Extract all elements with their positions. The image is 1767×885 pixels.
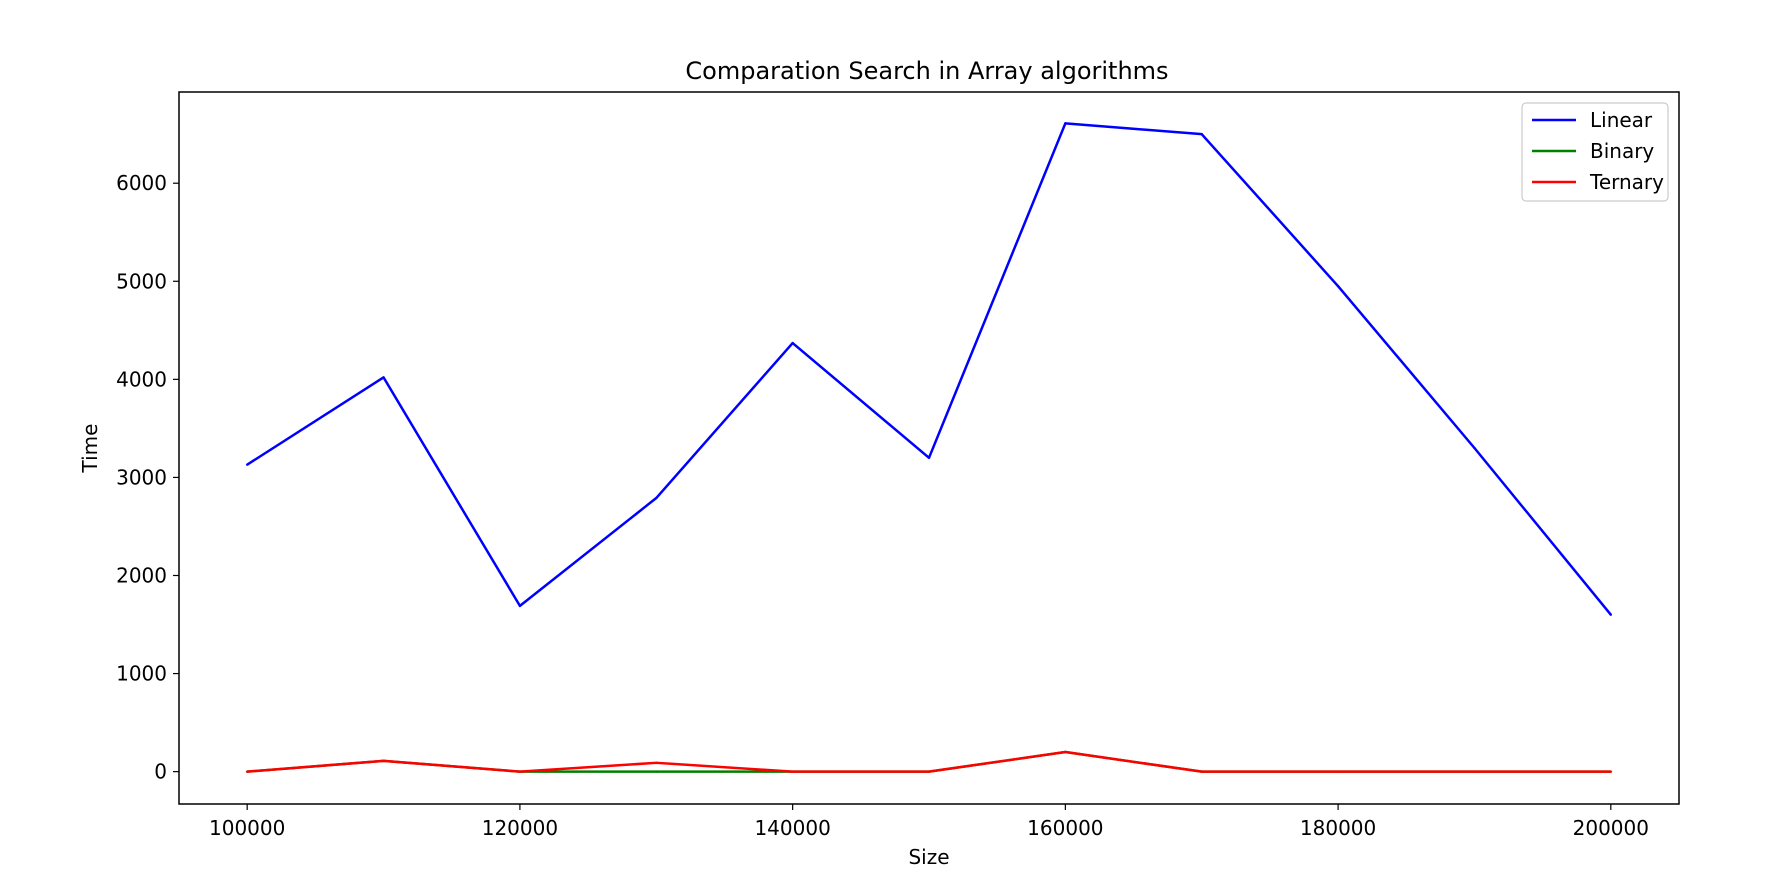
y-axis: 0 1000 2000 3000 4000 5000 6000 [116,171,179,784]
data-point-linear [1473,446,1476,450]
legend-label-linear: Linear [1590,108,1653,132]
data-point-ternary [518,770,522,773]
data-point-linear [1609,613,1613,616]
data-point-linear [382,376,385,379]
series-layer [245,122,1613,773]
x-tick-label: 140000 [754,816,830,840]
chart-title: Comparation Search in Array algorithms [685,57,1168,85]
plot-background [179,92,1679,804]
x-tick-label: 160000 [1027,816,1103,840]
data-point-ternary [927,770,931,773]
y-tick-label: 2000 [116,563,167,587]
x-tick-label: 100000 [209,816,285,840]
data-point-ternary [655,761,658,765]
plot-frame [178,91,1680,805]
y-tick-label: 3000 [116,465,167,489]
legend-box [1521,102,1669,202]
legend: Linear Binary Ternary [1521,102,1669,202]
y-tick-label: 6000 [116,171,167,195]
data-point-ternary [1609,770,1613,773]
data-point-linear [1200,132,1203,136]
data-point-linear [518,604,522,608]
data-point-linear [245,463,249,466]
data-point-linear [791,341,794,345]
data-point-linear [927,456,931,460]
data-point-ternary [245,770,249,773]
y-tick-label: 1000 [116,662,167,686]
data-point-ternary [1200,770,1203,773]
legend-label-ternary: Ternary [1589,170,1664,194]
data-point-ternary [1336,770,1340,773]
x-tick-label: 180000 [1300,816,1376,840]
data-point-ternary [1064,750,1067,754]
data-point-linear [1064,122,1067,125]
y-axis-label: Time [78,424,102,474]
x-axis-label: Size [908,845,949,869]
data-point-linear [655,496,658,500]
x-tick-label: 200000 [1573,816,1649,840]
data-point-ternary [791,770,794,773]
data-point-linear [1336,284,1340,288]
data-point-ternary [1473,770,1476,773]
data-point-binary [655,770,658,773]
legend-label-binary: Binary [1590,139,1654,163]
x-axis: 100000 120000 140000 160000 180000 200000 [209,804,1649,840]
y-tick-label: 4000 [116,367,167,391]
plot-area [179,92,1679,804]
y-tick-label: 0 [154,760,167,784]
y-tick-label: 5000 [116,269,167,293]
x-tick-label: 120000 [482,816,558,840]
data-point-ternary [382,759,385,763]
